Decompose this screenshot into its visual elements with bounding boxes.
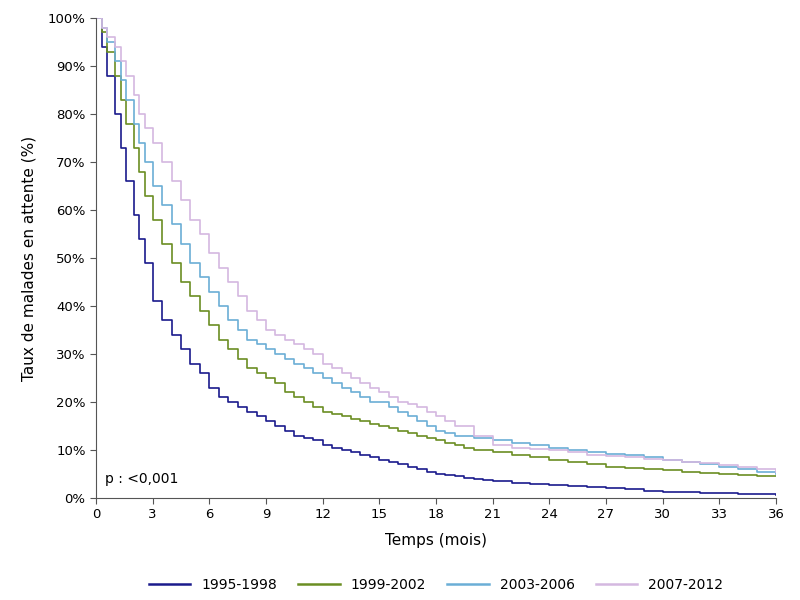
Line: 2007-2012: 2007-2012 [96, 18, 776, 472]
1999-2002 [252, 370, 262, 377]
2007-2012 [346, 374, 356, 382]
2003-2006 [102, 38, 112, 46]
Line: 1995-1998: 1995-1998 [96, 18, 776, 494]
Line: 2003-2006: 2003-2006 [96, 18, 776, 474]
1999-2002 [205, 322, 214, 329]
1995-1998 [403, 463, 413, 470]
1995-1998 [620, 486, 630, 493]
2003-2006 [129, 120, 138, 127]
2007-2012 [771, 468, 781, 475]
1995-1998 [261, 418, 270, 425]
1999-2002 [771, 473, 781, 480]
1995-1998 [91, 14, 101, 22]
X-axis label: Temps (mois): Temps (mois) [385, 533, 487, 548]
2003-2006 [205, 288, 214, 295]
1999-2002 [158, 240, 167, 247]
2007-2012 [91, 14, 101, 22]
1999-2002 [91, 14, 101, 22]
Text: p : <0,001: p : <0,001 [106, 472, 179, 486]
2007-2012 [148, 139, 158, 146]
2007-2012 [129, 91, 138, 98]
2003-2006 [771, 470, 781, 478]
2007-2012 [205, 250, 214, 257]
1999-2002 [412, 432, 422, 439]
2003-2006 [148, 182, 158, 190]
1999-2002 [223, 346, 233, 353]
Y-axis label: Taux de malades en attente (%): Taux de malades en attente (%) [22, 136, 37, 380]
2003-2006 [469, 434, 478, 442]
1995-1998 [195, 370, 205, 377]
Legend: 1995-1998, 1999-2002, 2003-2006, 2007-2012: 1995-1998, 1999-2002, 2003-2006, 2007-20… [143, 572, 729, 597]
2007-2012 [469, 432, 478, 439]
2003-2006 [91, 14, 101, 22]
1995-1998 [771, 491, 781, 498]
2007-2012 [102, 34, 112, 41]
2003-2006 [346, 389, 356, 396]
1999-2002 [242, 365, 252, 372]
1995-1998 [365, 454, 374, 461]
Line: 1999-2002: 1999-2002 [96, 18, 776, 476]
1995-1998 [176, 346, 186, 353]
